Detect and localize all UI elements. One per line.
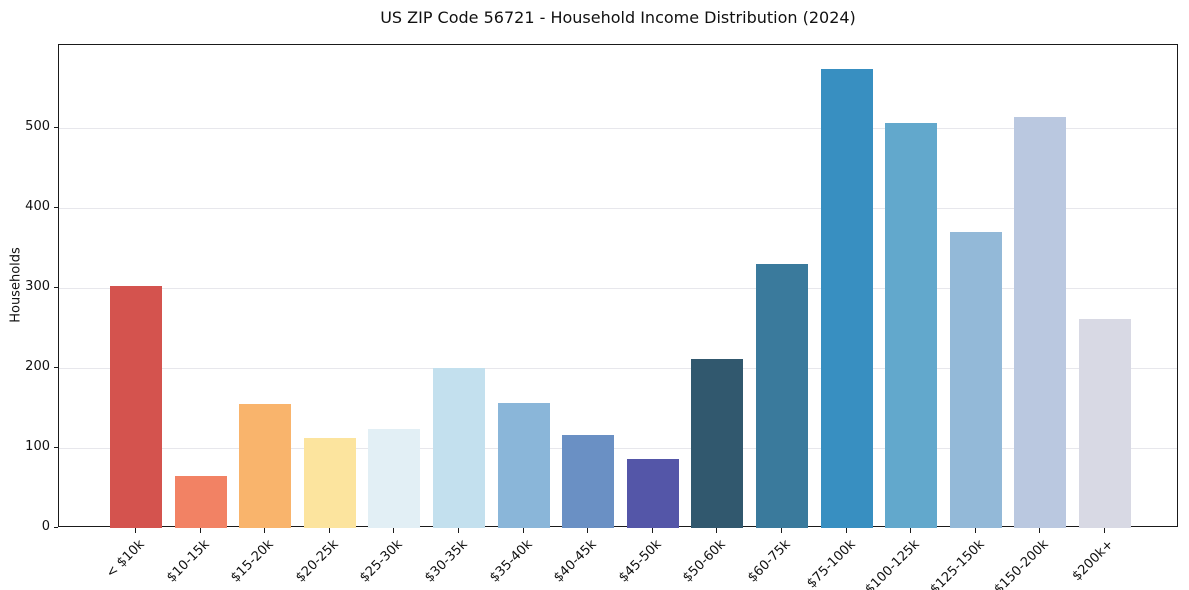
gridline [59, 368, 1177, 370]
y-tick-mark [54, 287, 58, 289]
x-tick-mark [135, 528, 136, 533]
y-tick-mark [54, 447, 58, 448]
x-tick-mark [393, 528, 395, 533]
x-tick-mark [199, 528, 201, 533]
y-tick-label: 500 [25, 119, 50, 135]
gridline [59, 448, 1177, 449]
bar-10-15k [174, 476, 227, 528]
bar-35-40k [497, 402, 550, 528]
x-tick-mark [974, 528, 976, 533]
gridline [59, 208, 1177, 210]
x-tick-mark [781, 528, 782, 533]
bar-50-60k [691, 358, 744, 528]
bar-150-200k [1014, 117, 1067, 528]
bar-100-125k [885, 122, 938, 528]
bar-40-45k [562, 435, 615, 528]
x-tick-mark [522, 528, 524, 533]
x-tick-mark [651, 528, 653, 533]
x-tick-mark [1039, 528, 1041, 533]
y-tick-mark [54, 527, 58, 528]
x-tick-mark [587, 528, 589, 533]
bar-60-75k [756, 264, 808, 528]
y-tick-mark [54, 127, 58, 129]
bar-75-100k [820, 69, 873, 528]
bar-45-50k [626, 459, 679, 528]
bar-30-35k [433, 368, 485, 528]
y-tick-label: 400 [25, 199, 50, 215]
y-tick-label: 0 [41, 519, 50, 534]
bar-125-150k [949, 232, 1002, 528]
y-tick-label: 100 [25, 439, 50, 455]
x-tick-mark [1104, 528, 1105, 533]
x-tick-mark [845, 528, 847, 533]
y-tick-mark [54, 207, 58, 209]
x-tick-mark [264, 528, 266, 533]
y-tick-label: 300 [25, 279, 50, 295]
x-tick-mark [328, 528, 330, 533]
gridline [59, 288, 1177, 290]
plot-area [58, 44, 1178, 528]
x-tick-mark [716, 528, 718, 533]
bar-20-25k [303, 437, 356, 528]
chart-title: US ZIP Code 56721 - Household Income Dis… [380, 8, 856, 27]
y-tick-mark [54, 367, 58, 369]
x-tick-label: < $10k [103, 537, 148, 582]
bar-10k [110, 285, 162, 528]
x-tick-mark [458, 528, 459, 533]
bar-25-30k [368, 428, 421, 528]
bar-200k [1079, 318, 1131, 528]
gridline [59, 128, 1177, 130]
y-tick-label: 200 [25, 359, 50, 375]
bar-15-20k [239, 404, 292, 528]
x-tick-mark [910, 528, 912, 533]
